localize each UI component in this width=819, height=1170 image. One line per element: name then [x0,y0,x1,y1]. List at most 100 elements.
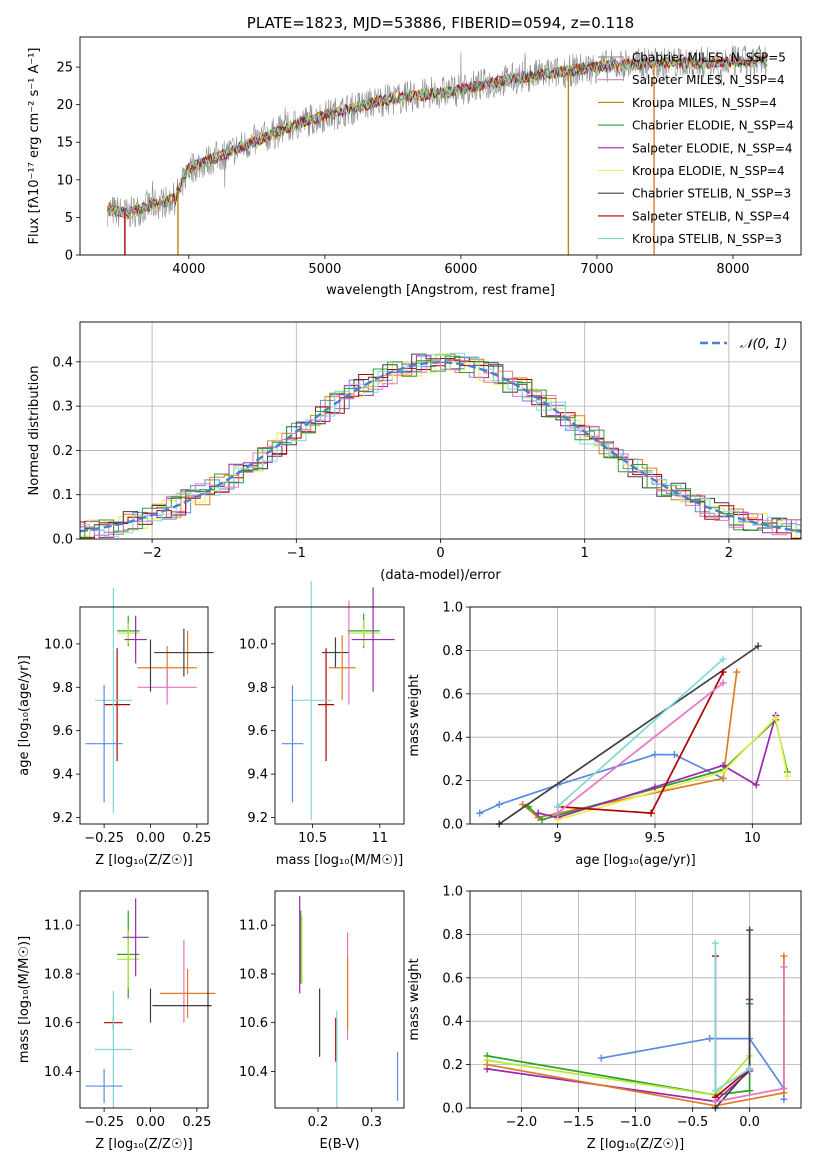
panel-0 [76,44,768,259]
x-axis-label: E(B-V) [319,1137,359,1152]
histogram-series [80,353,801,539]
weight-series [557,715,789,821]
legend-label: Salpeter ELODIE, N_SSP=4 [632,141,793,155]
weight-point [752,781,760,789]
x-tick-label: 6000 [444,262,477,277]
weight-point [554,809,562,817]
x-tick-label: −2.0 [506,1115,538,1130]
weight-point [495,800,503,808]
y-tick-label: 9.4 [247,768,268,783]
x-tick-label: 0.2 [308,1115,329,1130]
weight-lines [483,926,788,1112]
weight-series [557,658,724,808]
y-tick-label: 0 [65,249,73,264]
panel-4 [466,606,801,828]
x-tick-label: −0.5 [677,1115,709,1130]
histograms [80,352,801,539]
x-tick-label: −0.25 [84,831,124,846]
panel-7 [466,890,801,1112]
panel-5 [76,898,216,1112]
axes-frame [79,36,802,256]
axes-frame [469,890,802,1109]
x-tick-label: 2 [725,546,733,561]
x-tick-label: 0.00 [136,831,165,846]
panel-1 [76,322,801,543]
x-tick-label: 0.25 [182,831,211,846]
x-tick-label: 0.0 [739,1115,760,1130]
axes-frame [79,321,802,540]
x-tick-label: 0.3 [361,1115,382,1130]
y-tick-label: 0.6 [442,687,463,702]
x-axis-label: Z [log₁₀(Z/Z☉)] [95,1137,192,1152]
error-bars [281,580,395,820]
weight-series [537,715,777,819]
weight-point [733,668,741,676]
weight-point [476,809,484,817]
weight-point [651,783,659,791]
x-tick-label: 10.5 [298,831,327,846]
panel-3 [271,580,395,828]
y-tick-label: 0.1 [52,488,73,503]
weight-point [538,816,546,824]
weight-point [706,1035,714,1043]
y-tick-label: 9.8 [52,681,73,696]
y-tick-label: 0.2 [442,774,463,789]
weight-point [746,926,754,934]
x-tick-label: 0 [436,546,444,561]
y-axis-label: mass weight [407,674,422,756]
weight-point [719,774,727,782]
x-tick-label: 11 [372,831,389,846]
weight-point [780,963,788,971]
histogram-series [80,361,801,539]
weight-series [498,645,759,825]
y-tick-label: 5 [65,211,73,226]
y-tick-label: 9.8 [247,681,268,696]
y-axis-label: age [log₁₀(age/yr)] [17,655,32,776]
y-tick-label: 9.4 [52,768,73,783]
y-tick-label: 0.8 [442,928,463,943]
weight-point [534,809,542,817]
legend-label: Chabrier STELIB, N_SSP=3 [632,187,791,201]
x-axis-label: Z [log₁₀(Z/Z☉)] [95,853,192,868]
weight-point [711,939,719,947]
x-tick-label: 9 [553,831,561,846]
weight-series [486,1003,751,1096]
y-tick-label: 0.4 [52,355,73,370]
x-axis-label: wavelength [Angstrom, rest frame] [326,283,555,298]
y-tick-label: 10 [56,173,73,188]
x-axis-label: mass [log₁₀(M/M☉)] [276,853,403,868]
y-axis-label: Flux [fλ10⁻¹⁷ erg cm⁻² s⁻¹ A⁻¹] [27,48,42,245]
x-tick-label: 7000 [580,262,613,277]
weight-point [754,642,762,650]
weight-series [486,999,751,1103]
chart-title: PLATE=1823, MJD=53886, FIBERID=0594, z=0… [247,14,634,32]
weight-point [651,751,659,759]
spectrum-series [106,53,768,218]
spectrum-series [106,54,768,220]
weight-series [714,930,751,1109]
x-tick-label: −1.0 [620,1115,652,1130]
weight-series [714,943,751,1093]
y-tick-label: 0.2 [442,1058,463,1073]
y-tick-label: 0.0 [52,533,73,548]
x-axis-label: (data-model)/error [380,568,501,583]
x-axis-label: Z [log₁₀(Z/Z☉)] [587,1137,684,1152]
y-tick-label: 15 [56,136,73,151]
y-tick-label: 10.0 [239,637,268,652]
histogram-series [80,355,801,539]
weight-point [519,800,527,808]
weight-point [780,1095,788,1103]
legend-label: Salpeter STELIB, N_SSP=4 [632,209,790,223]
weight-point [719,761,727,769]
weight-point [746,1065,754,1073]
axes-frame [274,606,405,825]
x-tick-label: 1 [581,546,589,561]
weight-point [719,679,727,687]
y-tick-label: 10.8 [239,967,268,982]
y-tick-label: 10.8 [44,967,73,982]
weight-point [597,1054,605,1062]
y-tick-label: 20 [56,98,73,113]
weight-point [783,772,791,780]
y-tick-label: 10.0 [44,637,73,652]
weight-point [670,751,678,759]
